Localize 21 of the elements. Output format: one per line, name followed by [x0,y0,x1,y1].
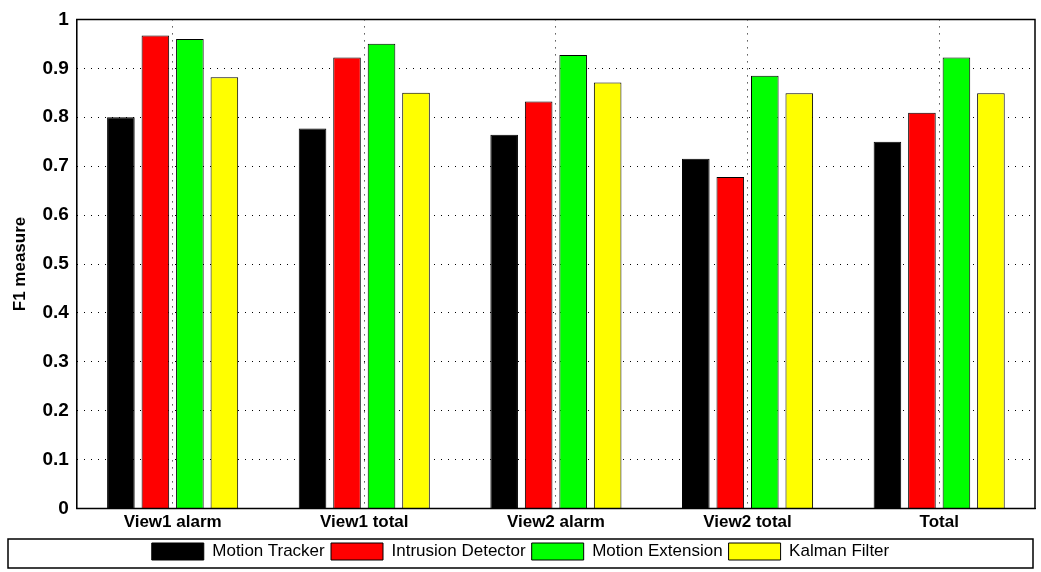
y-tick-label: 0.1 [42,447,70,469]
legend-label: Motion Tracker [212,541,326,561]
x-tick-label: View1 alarm [123,512,222,532]
y-tick-label: 0.4 [42,301,70,323]
y-axis-title: F1 measure [9,216,29,312]
y-tick-label: 0.6 [42,203,69,225]
y-tick-label: 0.2 [42,398,69,420]
y-tick-label: 0.5 [42,252,70,274]
x-tick-label: View2 total [703,512,792,532]
x-tick-label: View2 alarm [506,512,605,532]
legend-label: Intrusion Detector [391,541,527,561]
y-tick-label: 0.8 [42,105,69,127]
y-tick-label: 0.3 [42,350,69,372]
y-tick-label: 0.7 [42,154,69,176]
x-tick-label: View1 total [320,512,409,532]
x-tick-label: Total [919,512,959,532]
legend-label: Motion Extension [592,541,723,561]
y-tick-label: 0 [58,496,69,518]
y-tick-label: 0.9 [42,56,69,78]
y-tick-label: 1 [58,7,70,29]
legend-label: Kalman Filter [789,541,890,561]
